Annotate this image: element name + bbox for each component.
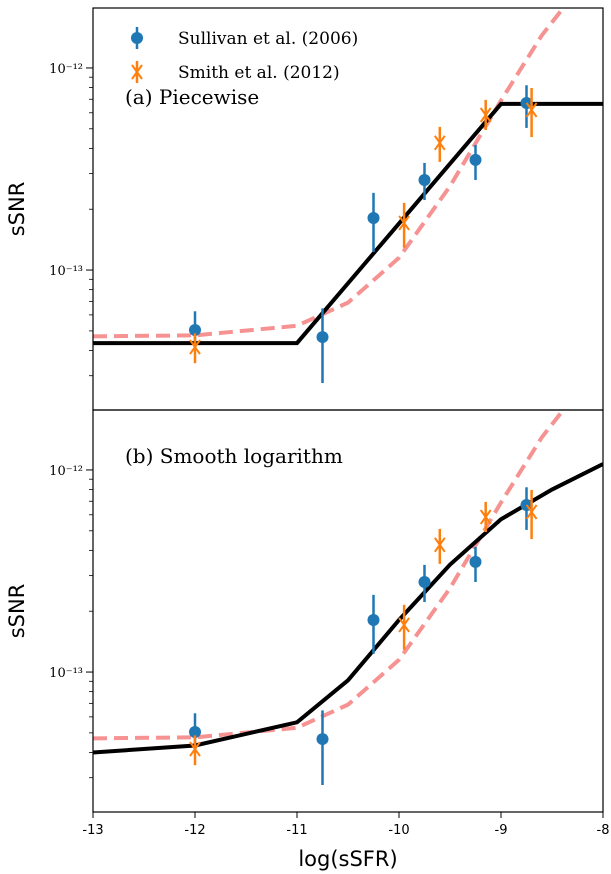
marker xyxy=(398,617,410,633)
marker xyxy=(479,509,492,525)
marker xyxy=(418,575,431,588)
marker xyxy=(316,733,329,746)
marker xyxy=(469,153,482,166)
dashed-model-line xyxy=(93,410,566,741)
marker xyxy=(367,211,380,224)
legend-label: Smith et al. (2012) xyxy=(178,63,340,83)
x-tick-label: -12 xyxy=(184,823,205,838)
y-tick-label: 10⁻¹² xyxy=(49,62,83,77)
x-tick-label: -11 xyxy=(286,823,307,838)
axes-frame xyxy=(92,7,604,411)
model-line xyxy=(93,101,603,346)
y-tick-label: 10⁻¹³ xyxy=(49,666,83,681)
marker xyxy=(367,613,380,626)
x-tick-label: -8 xyxy=(597,823,610,838)
panel-label: (b) Smooth logarithm xyxy=(125,444,343,468)
y-tick-label: 10⁻¹² xyxy=(49,464,83,479)
legend-label: Sullivan et al. (2006) xyxy=(178,29,358,49)
y-axis-label: sSNR xyxy=(5,584,29,639)
marker xyxy=(189,339,201,355)
marker xyxy=(525,504,538,520)
marker xyxy=(316,331,329,344)
legend-marker xyxy=(131,32,143,44)
y-axis-label: sSNR xyxy=(5,182,29,237)
x-axis-label: log(sSFR) xyxy=(298,847,397,871)
marker xyxy=(479,107,492,123)
model-line xyxy=(93,462,603,755)
plot-area xyxy=(93,410,603,786)
marker xyxy=(433,537,446,553)
legend-marker xyxy=(131,64,143,80)
marker xyxy=(418,173,431,186)
marker xyxy=(398,215,410,231)
marker xyxy=(189,324,201,337)
marker xyxy=(433,135,446,151)
marker xyxy=(469,555,482,568)
y-tick-label: 10⁻¹³ xyxy=(49,264,83,279)
marker xyxy=(525,102,538,118)
axes-frame xyxy=(92,409,604,813)
marker xyxy=(189,741,201,757)
marker xyxy=(189,726,201,739)
dashed-model-line xyxy=(93,8,566,339)
x-tick-label: -13 xyxy=(82,823,103,838)
plot-area xyxy=(93,8,603,384)
x-tick-label: -9 xyxy=(495,823,508,838)
x-tick-label: -10 xyxy=(388,823,409,838)
panel-label: (a) Piecewise xyxy=(125,85,259,109)
